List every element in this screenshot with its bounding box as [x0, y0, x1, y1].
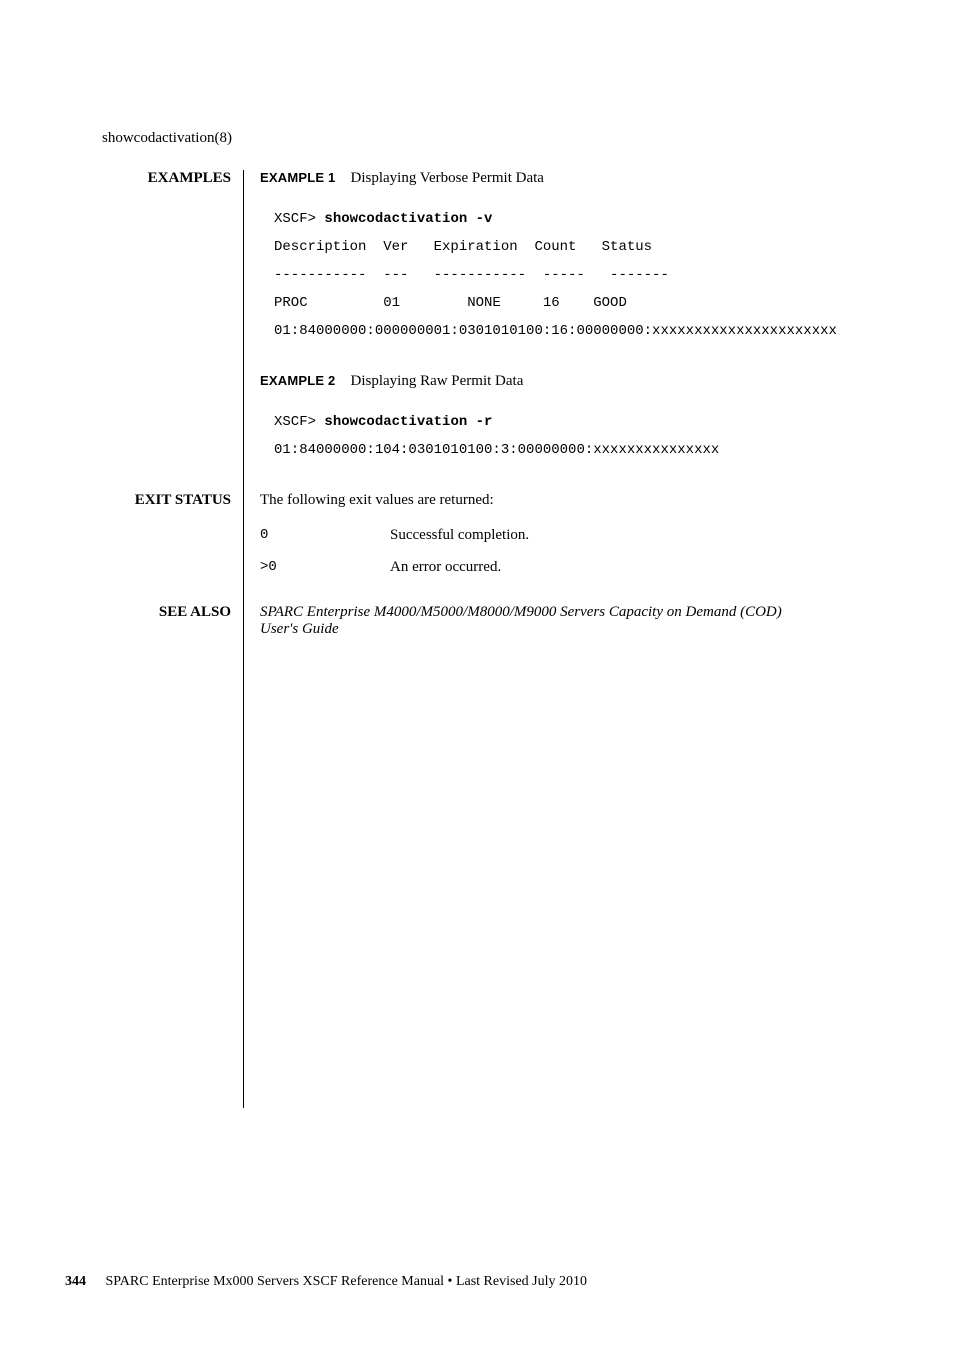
- exit-key-1: >0: [260, 559, 390, 576]
- example1-tag: EXAMPLE 1: [260, 170, 335, 185]
- example1-cmd: XSCF> showcodactivation -v: [260, 205, 859, 233]
- main-content: EXAMPLES EXAMPLE 1 Displaying Verbose Pe…: [103, 170, 859, 1108]
- example1-sep: ----------- --- ----------- ----- ------…: [260, 261, 859, 289]
- footer: 344 SPARC Enterprise Mx000 Servers XSCF …: [65, 1274, 587, 1290]
- exit-status-label: EXIT STATUS: [103, 492, 243, 509]
- example2-heading: EXAMPLE 2 Displaying Raw Permit Data: [243, 373, 859, 390]
- example1-data: PROC 01 NONE 16 GOOD: [260, 289, 859, 317]
- exit-key-0: 0: [260, 527, 390, 544]
- example2-command: showcodactivation -r: [324, 414, 492, 430]
- spacer: [103, 509, 859, 527]
- exit-val-0: Successful completion.: [390, 527, 529, 544]
- example1-sep-row: ----------- --- ----------- ----- ------…: [103, 261, 859, 289]
- exit-row-1: >0 An error occurred.: [103, 559, 859, 576]
- examples-label: EXAMPLES: [103, 170, 243, 187]
- example1-prompt: XSCF>: [274, 211, 316, 227]
- footer-text: SPARC Enterprise Mx000 Servers XSCF Refe…: [106, 1274, 588, 1289]
- example1-heading: EXAMPLE 1 Displaying Verbose Permit Data: [243, 170, 859, 187]
- rule-extender: [103, 638, 859, 1108]
- example1-hash-row: 01:84000000:000000001:0301010100:16:0000…: [103, 317, 859, 345]
- example2-cmd: XSCF> showcodactivation -r: [260, 408, 859, 436]
- see-also-label: SEE ALSO: [103, 604, 243, 621]
- example2-heading-row: EXAMPLE 2 Displaying Raw Permit Data: [103, 373, 859, 390]
- see-also-text2: User's Guide: [243, 621, 859, 638]
- see-also-text1: SPARC Enterprise M4000/M5000/M8000/M9000…: [243, 604, 859, 621]
- spacer: [103, 544, 859, 559]
- spacer: [103, 187, 859, 205]
- see-also-row: SEE ALSO SPARC Enterprise M4000/M5000/M8…: [103, 604, 859, 621]
- example1-command: showcodactivation -v: [324, 211, 492, 227]
- spacer: [103, 390, 859, 408]
- exit-status-intro: The following exit values are returned:: [243, 492, 859, 509]
- page: showcodactivation(8) EXAMPLES EXAMPLE 1 …: [0, 0, 954, 1350]
- spacer: [103, 576, 859, 604]
- example2-hash-row: 01:84000000:104:0301010100:3:00000000:xx…: [103, 436, 859, 464]
- example2-hash: 01:84000000:104:0301010100:3:00000000:xx…: [260, 436, 859, 464]
- example2-title: Displaying Raw Permit Data: [350, 373, 523, 389]
- example1-title: Displaying Verbose Permit Data: [350, 170, 543, 186]
- see-also-row2: User's Guide: [103, 621, 859, 638]
- exit-row-0: 0 Successful completion.: [103, 527, 859, 544]
- spacer: [103, 464, 859, 492]
- spacer: [103, 345, 859, 373]
- example2-cmd-row: XSCF> showcodactivation -r: [103, 408, 859, 436]
- example1-data-row: PROC 01 NONE 16 GOOD: [103, 289, 859, 317]
- example1-hash: 01:84000000:000000001:0301010100:16:0000…: [260, 317, 859, 345]
- example2-tag: EXAMPLE 2: [260, 373, 335, 388]
- examples-row: EXAMPLES EXAMPLE 1 Displaying Verbose Pe…: [103, 170, 859, 187]
- running-header: showcodactivation(8): [102, 130, 232, 147]
- example1-header-row: Description Ver Expiration Count Status: [103, 233, 859, 261]
- example1-header: Description Ver Expiration Count Status: [260, 233, 859, 261]
- footer-pagenum: 344: [65, 1274, 86, 1289]
- example1-cmd-row: XSCF> showcodactivation -v: [103, 205, 859, 233]
- exit-status-row: EXIT STATUS The following exit values ar…: [103, 492, 859, 509]
- example2-prompt: XSCF>: [274, 414, 316, 430]
- exit-val-1: An error occurred.: [390, 559, 501, 576]
